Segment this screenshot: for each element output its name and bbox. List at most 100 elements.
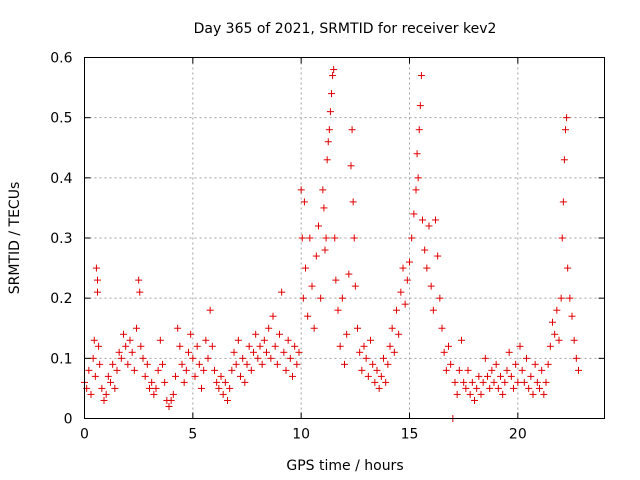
data-point: [234, 336, 242, 344]
data-point: [417, 72, 425, 80]
data-point: [386, 342, 394, 350]
data-point: [159, 360, 166, 368]
data-point: [484, 372, 491, 380]
data-point: [211, 366, 218, 374]
data-point: [442, 366, 450, 374]
data-point: [460, 378, 468, 386]
data-point: [113, 366, 121, 374]
data-point: [293, 360, 301, 368]
data-point: [362, 354, 370, 362]
data-point: [224, 396, 231, 404]
data-point: [432, 216, 439, 224]
data-point: [343, 330, 351, 338]
data-point: [206, 306, 214, 314]
data-point: [466, 390, 474, 398]
data-point: [89, 354, 97, 362]
x-tick-label: 15: [401, 427, 419, 443]
x-axis-label: GPS time / hours: [286, 458, 403, 474]
data-point: [172, 372, 179, 380]
y-tick-label: 0.1: [50, 351, 72, 367]
data-point: [252, 330, 260, 338]
data-point: [501, 378, 509, 386]
data-point: [324, 138, 332, 146]
data-point: [282, 366, 290, 374]
data-point: [328, 90, 335, 98]
data-point: [202, 336, 210, 344]
data-point: [425, 222, 433, 230]
data-point: [325, 126, 333, 134]
data-point: [538, 366, 546, 374]
data-point: [146, 384, 153, 392]
data-point: [419, 216, 426, 224]
data-point: [341, 360, 348, 368]
data-point: [111, 384, 119, 392]
data-point: [185, 348, 192, 356]
data-point: [269, 312, 277, 320]
data-point: [169, 390, 177, 398]
data-point: [447, 360, 455, 368]
data-point: [247, 366, 255, 374]
x-tick-label: 0: [80, 427, 89, 443]
data-point: [564, 264, 572, 272]
data-point: [191, 372, 199, 380]
data-point: [120, 330, 127, 338]
data-point: [85, 366, 93, 374]
data-point: [527, 372, 535, 380]
data-point: [232, 360, 240, 368]
data-point: [403, 276, 411, 284]
data-point: [148, 378, 156, 386]
data-point: [230, 348, 238, 356]
data-point: [358, 366, 366, 374]
data-point: [130, 366, 138, 374]
data-point: [453, 390, 461, 398]
data-point: [276, 330, 283, 338]
data-point: [299, 294, 307, 302]
data-point: [128, 348, 136, 356]
data-point: [488, 366, 496, 374]
data-point: [566, 294, 574, 302]
data-point: [250, 348, 257, 356]
data-point: [330, 66, 338, 74]
data-point: [399, 264, 407, 272]
data-point: [462, 384, 470, 392]
data-point: [198, 384, 205, 392]
data-point: [445, 342, 452, 350]
data-point: [94, 288, 101, 296]
data-point: [329, 72, 337, 80]
data-point: [563, 114, 571, 122]
y-tick-label: 0.3: [50, 231, 72, 247]
data-point: [477, 390, 485, 398]
data-point: [180, 378, 188, 386]
y-tick-label: 0.2: [50, 291, 72, 307]
data-point: [306, 234, 314, 242]
data-point: [109, 360, 117, 368]
data-point: [322, 234, 330, 242]
data-point: [295, 348, 303, 356]
data-point: [345, 270, 353, 278]
data-point: [204, 354, 212, 362]
data-point: [390, 348, 398, 356]
data-point: [141, 372, 149, 380]
data-point: [263, 348, 270, 356]
chart-title: Day 365 of 2021, SRMTID for receiver kev…: [194, 21, 497, 37]
data-point: [221, 378, 229, 386]
data-point: [143, 360, 151, 368]
data-point: [286, 354, 294, 362]
data-point: [308, 282, 316, 290]
data-point: [440, 348, 448, 356]
data-point: [516, 342, 524, 350]
data-point: [475, 372, 483, 380]
data-point: [133, 324, 140, 332]
data-point: [241, 378, 249, 386]
data-point: [271, 342, 279, 350]
data-point: [297, 186, 305, 194]
data-point: [520, 378, 528, 386]
data-point: [284, 336, 292, 344]
data-point: [95, 342, 103, 350]
data-point: [510, 384, 517, 392]
data-point: [551, 330, 559, 338]
data-point: [384, 360, 392, 368]
data-point: [360, 342, 368, 350]
data-point: [490, 378, 498, 386]
data-point: [213, 378, 221, 386]
